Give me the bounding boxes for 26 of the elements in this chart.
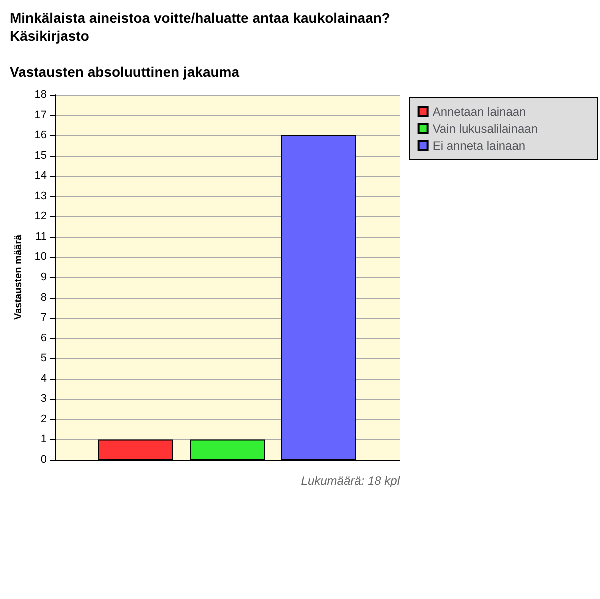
y-tick-label: 12: [34, 210, 47, 223]
legend-label: Annetaan lainaan: [432, 105, 526, 119]
legend-label: Vain lukusalilainaan: [432, 122, 538, 136]
y-tick-label: 10: [34, 251, 47, 264]
y-tick-label: 15: [34, 150, 47, 162]
y-tick-label: 2: [40, 413, 47, 426]
chart-title: Minkälaista aineistoa voitte/haluatte antaa kaukolainaan? Käsikirjasto: [10, 10, 390, 44]
y-tick-label: 18: [34, 89, 47, 101]
y-tick-label: 1: [40, 434, 47, 446]
y-tick-label: 3: [40, 393, 47, 406]
y-tick-label: 8: [40, 292, 47, 304]
y-tick-label: 4: [40, 372, 47, 385]
y-tick-label: 0: [40, 454, 47, 466]
y-tick-label: 5: [40, 352, 47, 365]
chart-subtitle: Vastausten absoluuttinen jakauma: [10, 64, 240, 80]
y-tick-label: 6: [40, 332, 47, 344]
legend-label: Ei anneta lainaan: [432, 139, 526, 153]
y-tick-label: 14: [34, 170, 47, 182]
y-tick-label: 13: [34, 190, 47, 202]
y-tick-label: 7: [40, 312, 47, 324]
y-tick-label: 17: [34, 109, 47, 122]
y-tick-label: 11: [36, 230, 47, 243]
y-tick-label: 16: [34, 130, 47, 142]
y-axis-title: Vastausten määrä: [13, 234, 24, 320]
y-tick-label: 9: [40, 272, 47, 284]
text: Lukumäärä: 18 kpl: [301, 474, 400, 488]
